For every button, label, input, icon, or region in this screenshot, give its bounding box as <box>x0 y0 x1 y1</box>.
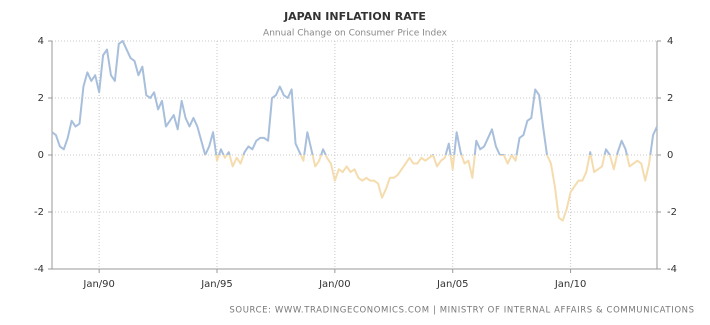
y2-tick-label: -4 <box>667 264 677 275</box>
y-tick-label: 2 <box>38 93 44 104</box>
y2-tick-label: -2 <box>667 207 677 218</box>
x-tick-label: Jan/00 <box>318 279 351 290</box>
source-note: SOURCE: WWW.TRADINGECONOMICS.COM | MINIS… <box>229 306 694 316</box>
line <box>51 40 658 222</box>
y-tick-label: -2 <box>34 207 44 218</box>
chart-subtitle: Annual Change on Consumer Price Index <box>263 29 448 39</box>
x-tick-label: Jan/95 <box>200 279 233 290</box>
y2-tick-label: 4 <box>667 36 673 47</box>
y-tick-label: 4 <box>38 36 44 47</box>
x-tick-label: Jan/10 <box>554 279 587 290</box>
y-tick-label: -4 <box>34 264 44 275</box>
y2-tick-label: 2 <box>667 93 673 104</box>
chart-title: JAPAN INFLATION RATE <box>283 10 426 23</box>
y-tick-label: 0 <box>38 150 44 161</box>
x-tick-label: Jan/05 <box>436 279 469 290</box>
x-tick-label: Jan/90 <box>82 279 115 290</box>
y2-tick-label: 0 <box>667 150 673 161</box>
